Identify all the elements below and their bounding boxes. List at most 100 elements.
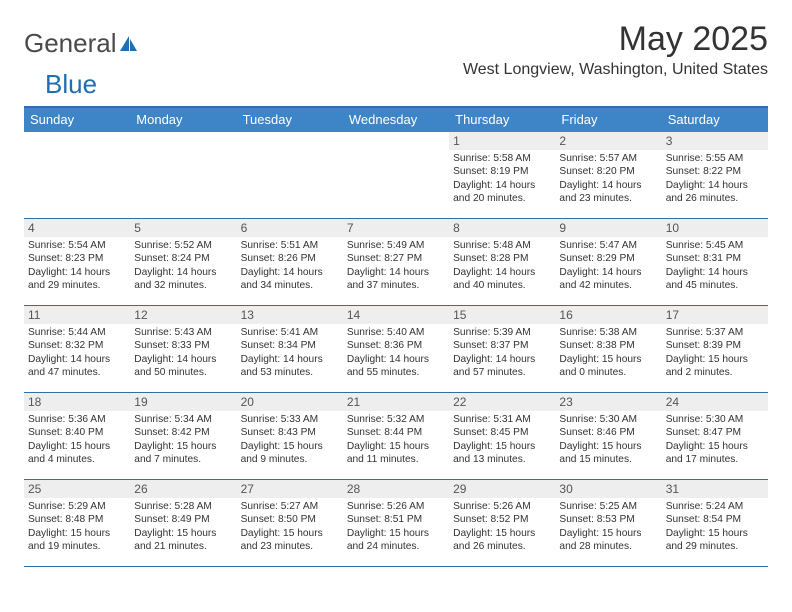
- day-number: [343, 132, 449, 136]
- day-details: Sunrise: 5:58 AMSunset: 8:19 PMDaylight:…: [453, 152, 551, 206]
- daylight-text: Daylight: 14 hours and 57 minutes.: [453, 353, 551, 380]
- sunset-text: Sunset: 8:32 PM: [28, 339, 126, 352]
- day-number: 27: [237, 480, 343, 498]
- day-number: [130, 132, 236, 136]
- day-number: 30: [555, 480, 661, 498]
- sunset-text: Sunset: 8:33 PM: [134, 339, 232, 352]
- weekday-header: Friday: [555, 108, 661, 132]
- day-number: 15: [449, 306, 555, 324]
- day-number: 19: [130, 393, 236, 411]
- daylight-text: Daylight: 14 hours and 53 minutes.: [241, 353, 339, 380]
- day-number: 4: [24, 219, 130, 237]
- sunset-text: Sunset: 8:38 PM: [559, 339, 657, 352]
- sunset-text: Sunset: 8:19 PM: [453, 165, 551, 178]
- day-details: Sunrise: 5:40 AMSunset: 8:36 PMDaylight:…: [347, 326, 445, 380]
- weekday-header: Wednesday: [343, 108, 449, 132]
- day-details: Sunrise: 5:54 AMSunset: 8:23 PMDaylight:…: [28, 239, 126, 293]
- sunset-text: Sunset: 8:49 PM: [134, 513, 232, 526]
- daylight-text: Daylight: 14 hours and 26 minutes.: [666, 179, 764, 206]
- calendar-cell: 28Sunrise: 5:26 AMSunset: 8:51 PMDayligh…: [343, 480, 449, 566]
- calendar-cell: 19Sunrise: 5:34 AMSunset: 8:42 PMDayligh…: [130, 393, 236, 479]
- day-number: 3: [662, 132, 768, 150]
- calendar-cell: [24, 132, 130, 218]
- daylight-text: Daylight: 15 hours and 7 minutes.: [134, 440, 232, 467]
- calendar: Sunday Monday Tuesday Wednesday Thursday…: [24, 106, 768, 567]
- day-details: Sunrise: 5:43 AMSunset: 8:33 PMDaylight:…: [134, 326, 232, 380]
- sunset-text: Sunset: 8:39 PM: [666, 339, 764, 352]
- daylight-text: Daylight: 14 hours and 32 minutes.: [134, 266, 232, 293]
- sunrise-text: Sunrise: 5:36 AM: [28, 413, 126, 426]
- sunset-text: Sunset: 8:47 PM: [666, 426, 764, 439]
- calendar-row: 1Sunrise: 5:58 AMSunset: 8:19 PMDaylight…: [24, 132, 768, 219]
- daylight-text: Daylight: 14 hours and 23 minutes.: [559, 179, 657, 206]
- sunset-text: Sunset: 8:36 PM: [347, 339, 445, 352]
- calendar-row: 4 Sunrise: 5:54 AMSunset: 8:23 PMDaylight…: [24, 219, 768, 306]
- sunset-text: Sunset: 8:37 PM: [453, 339, 551, 352]
- location-text: West Longview, Washington, United States: [463, 61, 768, 79]
- sunrise-text: Sunrise: 5:28 AM: [134, 500, 232, 513]
- daylight-text: Daylight: 14 hours and 50 minutes.: [134, 353, 232, 380]
- sunrise-text: Sunrise: 5:40 AM: [347, 326, 445, 339]
- sunrise-text: Sunrise: 5:47 AM: [559, 239, 657, 252]
- daylight-text: Daylight: 15 hours and 2 minutes.: [666, 353, 764, 380]
- day-number: 22: [449, 393, 555, 411]
- day-number: 14: [343, 306, 449, 324]
- sunrise-text: Sunrise: 5:51 AM: [241, 239, 339, 252]
- sunset-text: Sunset: 8:44 PM: [347, 426, 445, 439]
- day-number: [237, 132, 343, 136]
- day-details: Sunrise: 5:39 AMSunset: 8:37 PMDaylight:…: [453, 326, 551, 380]
- sunrise-text: Sunrise: 5:48 AM: [453, 239, 551, 252]
- weekday-header: Saturday: [662, 108, 768, 132]
- calendar-row: 18Sunrise: 5:36 AMSunset: 8:40 PMDayligh…: [24, 393, 768, 480]
- sunset-text: Sunset: 8:48 PM: [28, 513, 126, 526]
- sunrise-text: Sunrise: 5:30 AM: [559, 413, 657, 426]
- sunrise-text: Sunrise: 5:58 AM: [453, 152, 551, 165]
- calendar-cell: 13Sunrise: 5:41 AMSunset: 8:34 PMDayligh…: [237, 306, 343, 392]
- daylight-text: Daylight: 14 hours and 45 minutes.: [666, 266, 764, 293]
- calendar-cell: 10Sunrise: 5:45 AMSunset: 8:31 PMDayligh…: [662, 219, 768, 305]
- day-details: Sunrise: 5:52 AMSunset: 8:24 PMDaylight:…: [134, 239, 232, 293]
- sunrise-text: Sunrise: 5:32 AM: [347, 413, 445, 426]
- day-number: 12: [130, 306, 236, 324]
- day-number: 25: [24, 480, 130, 498]
- calendar-cell: 18Sunrise: 5:36 AMSunset: 8:40 PMDayligh…: [24, 393, 130, 479]
- day-details: Sunrise: 5:38 AMSunset: 8:38 PMDaylight:…: [559, 326, 657, 380]
- calendar-cell: [237, 132, 343, 218]
- sunset-text: Sunset: 8:52 PM: [453, 513, 551, 526]
- daylight-text: Daylight: 14 hours and 29 minutes.: [28, 266, 126, 293]
- daylight-text: Daylight: 14 hours and 34 minutes.: [241, 266, 339, 293]
- calendar-row: 25 Sunrise: 5:29 AMSunset: 8:48 PMDayligh…: [24, 480, 768, 567]
- day-details: Sunrise: 5:29 AMSunset: 8:48 PMDaylight:…: [28, 500, 126, 554]
- daylight-text: Daylight: 15 hours and 26 minutes.: [453, 527, 551, 554]
- day-number: 6: [237, 219, 343, 237]
- sunset-text: Sunset: 8:28 PM: [453, 252, 551, 265]
- sunset-text: Sunset: 8:29 PM: [559, 252, 657, 265]
- calendar-cell: 17Sunrise: 5:37 AMSunset: 8:39 PMDayligh…: [662, 306, 768, 392]
- day-number: 28: [343, 480, 449, 498]
- day-number: 9: [555, 219, 661, 237]
- calendar-cell: 12 Sunrise: 5:43 AMSunset: 8:33 PMDayligh…: [130, 306, 236, 392]
- calendar-cell: 31Sunrise: 5:24 AMSunset: 8:54 PMDayligh…: [662, 480, 768, 566]
- calendar-header-row: Sunday Monday Tuesday Wednesday Thursday…: [24, 108, 768, 132]
- day-number: 2: [555, 132, 661, 150]
- sunrise-text: Sunrise: 5:26 AM: [453, 500, 551, 513]
- daylight-text: Daylight: 15 hours and 15 minutes.: [559, 440, 657, 467]
- day-details: Sunrise: 5:26 AMSunset: 8:52 PMDaylight:…: [453, 500, 551, 554]
- sunset-text: Sunset: 8:51 PM: [347, 513, 445, 526]
- sunrise-text: Sunrise: 5:33 AM: [241, 413, 339, 426]
- page: General May 2025 West Longview, Washingt…: [0, 0, 792, 577]
- day-number: 26: [130, 480, 236, 498]
- day-details: Sunrise: 5:36 AMSunset: 8:40 PMDaylight:…: [28, 413, 126, 467]
- daylight-text: Daylight: 15 hours and 4 minutes.: [28, 440, 126, 467]
- calendar-cell: 5Sunrise: 5:52 AMSunset: 8:24 PMDaylight…: [130, 219, 236, 305]
- sunset-text: Sunset: 8:46 PM: [559, 426, 657, 439]
- sunrise-text: Sunrise: 5:39 AM: [453, 326, 551, 339]
- day-details: Sunrise: 5:28 AMSunset: 8:49 PMDaylight:…: [134, 500, 232, 554]
- calendar-cell: 2Sunrise: 5:57 AMSunset: 8:20 PMDaylight…: [555, 132, 661, 218]
- day-number: 13: [237, 306, 343, 324]
- day-number: 16: [555, 306, 661, 324]
- logo-text-general: General: [24, 28, 117, 59]
- sunset-text: Sunset: 8:23 PM: [28, 252, 126, 265]
- daylight-text: Daylight: 15 hours and 23 minutes.: [241, 527, 339, 554]
- calendar-cell: 24Sunrise: 5:30 AMSunset: 8:47 PMDayligh…: [662, 393, 768, 479]
